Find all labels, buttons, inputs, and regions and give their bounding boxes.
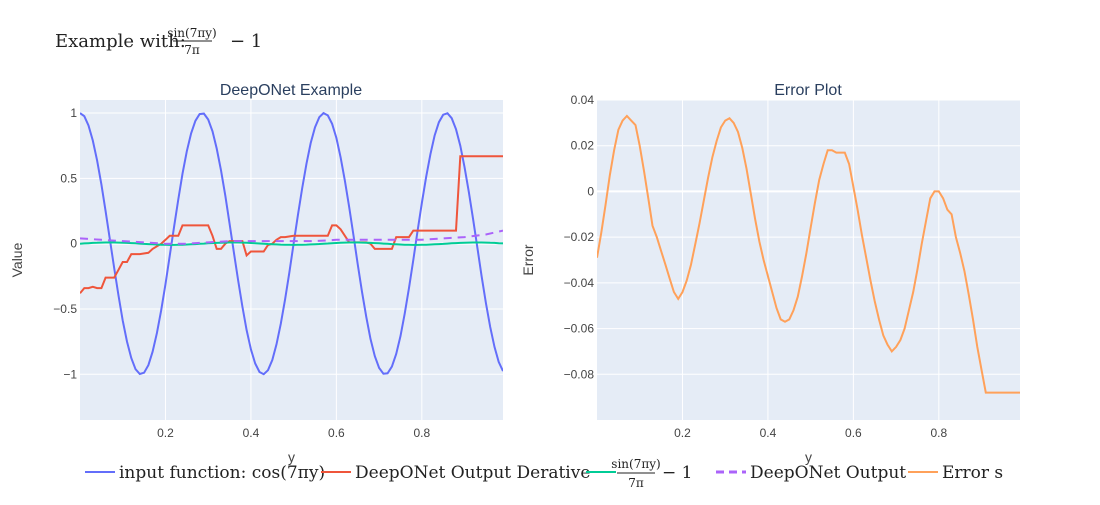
legend-label-denominator: 7π [628, 476, 644, 490]
y-tick-label: 0.04 [571, 93, 595, 107]
y-tick-label: −0.06 [564, 322, 595, 336]
figure-title-numerator: sin(7πy) [167, 26, 216, 40]
figure-title-denominator: 7π [184, 43, 200, 57]
x-tick-label: 0.2 [674, 426, 691, 440]
y-tick-label: 1 [70, 106, 77, 120]
legend-item-derivative[interactable]: DeepONet Output Derative [321, 463, 590, 483]
y-tick-label: 0 [70, 237, 77, 251]
y-axis-label: Error [520, 244, 536, 275]
y-tick-label: −0.04 [564, 276, 595, 290]
y-tick-label: 0.02 [571, 139, 595, 153]
plot-background [597, 100, 1020, 420]
y-tick-label: −0.5 [53, 302, 77, 316]
subplot-title: Error Plot [774, 82, 842, 99]
y-tick-label: 0 [587, 184, 594, 198]
x-tick-label: 0.6 [328, 426, 345, 440]
series-line-input [80, 111, 503, 376]
y-tick-label: −0.08 [564, 367, 595, 381]
x-tick-label: 0.4 [243, 426, 260, 440]
series-line-error [597, 114, 1020, 394]
error-plot: 0.2 0.4 0.6 0.8 0.04 0.02 0 −0.02 −0.04 −0.06 −0.0… [520, 82, 1020, 465]
legend: input function: cos(7πy) DeepONet Output … [85, 457, 1003, 490]
x-axis-label: y [805, 449, 812, 465]
x-tick-label: 0.6 [845, 426, 862, 440]
y-tick-label: −0.02 [564, 230, 595, 244]
legend-item-sin_func[interactable]: sin(7πy) 7π − 1 [586, 457, 692, 490]
series-line-derivative [80, 155, 503, 294]
legend-label: Error s [942, 463, 1003, 483]
y-axis-label: Value [9, 242, 25, 277]
deeponet-example-plot: 0.2 0.4 0.6 0.8 1 0.5 0 −0.5 −1 DeepONet Example y… [9, 82, 503, 465]
x-tick-label: 0.8 [413, 426, 430, 440]
x-tick-label: 0.8 [930, 426, 947, 440]
legend-item-deeponet[interactable]: DeepONet Output [716, 463, 906, 483]
y-tick-label: 0.5 [60, 171, 77, 185]
legend-label: DeepONet Output [750, 463, 906, 483]
legend-label-numerator: sin(7πy) [611, 457, 660, 471]
series-line-deeponet [80, 229, 503, 245]
series-line-sin_func [80, 241, 503, 246]
x-tick-label: 0.4 [760, 426, 777, 440]
x-tick-label: 0.2 [157, 426, 174, 440]
figure-title-prefix: Example with: [55, 31, 186, 52]
legend-label: DeepONet Output Derative [355, 463, 590, 483]
legend-label-suffix: − 1 [662, 463, 692, 483]
legend-label: input function: cos(7πy) [119, 463, 325, 483]
x-axis-label: y [288, 449, 295, 465]
legend-item-error[interactable]: Error s [908, 463, 1003, 483]
figure-title-suffix: − 1 [230, 31, 262, 52]
y-tick-label: −1 [63, 367, 77, 381]
legend-item-input[interactable]: input function: cos(7πy) [85, 463, 325, 483]
subplot-title: DeepONet Example [220, 82, 362, 99]
figure-title: Example with: sin(7πy) 7π − 1 [55, 26, 262, 57]
